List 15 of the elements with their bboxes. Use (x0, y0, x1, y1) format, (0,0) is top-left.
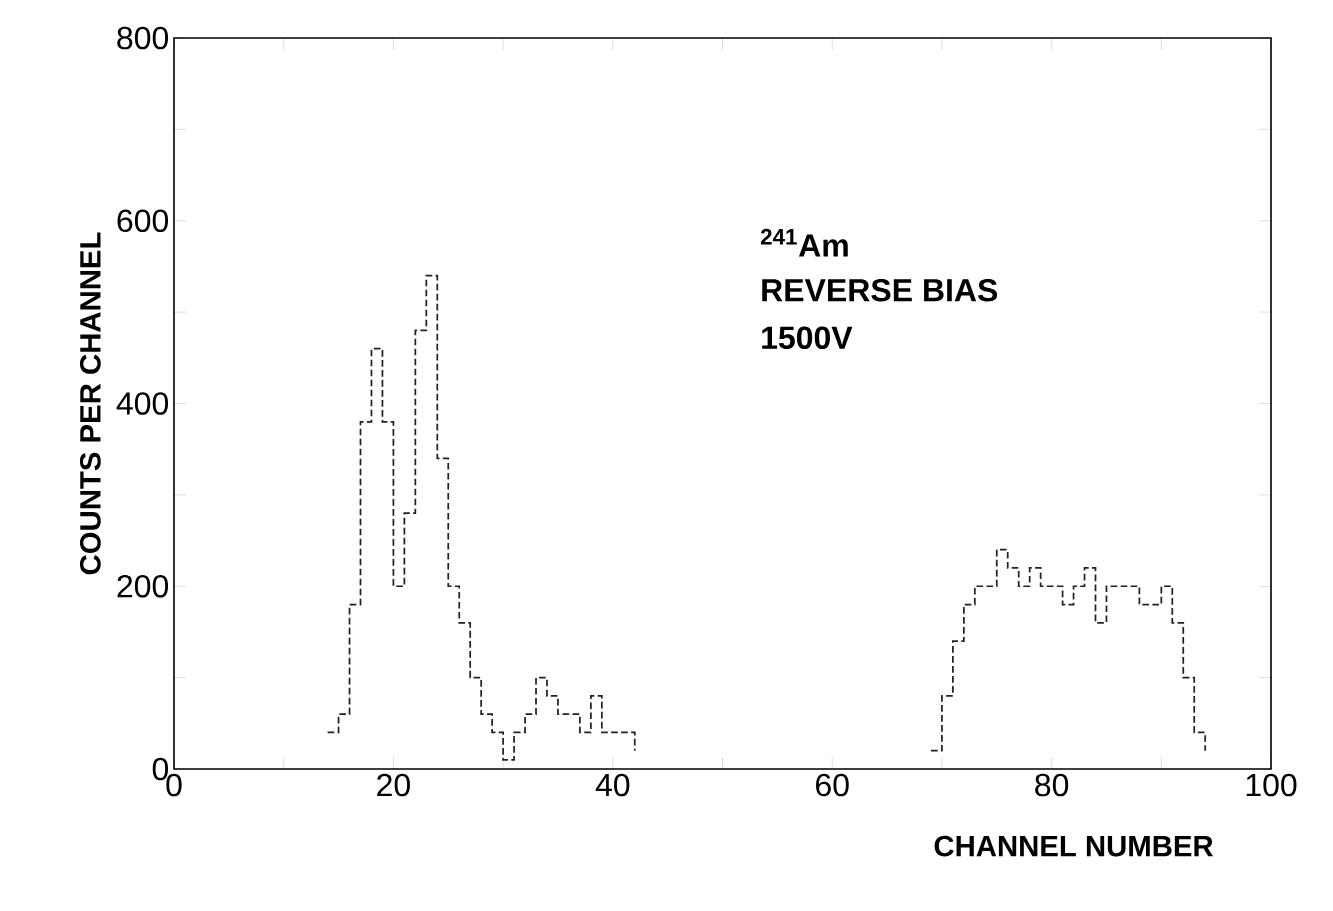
x-tick-label: 40 (595, 773, 630, 797)
annotation: 1500V (762, 326, 853, 350)
y-tick-label: 800 (117, 26, 169, 50)
x-tick-label: 60 (816, 773, 849, 797)
y-axis-title: COUNTS PER CHANNEL (79, 232, 101, 575)
y-tick-label: 400 (116, 392, 169, 415)
x-tick-label: 80 (1035, 773, 1069, 797)
x-tick-label: 100 (1246, 773, 1297, 797)
x-tick-label: 20 (377, 773, 410, 797)
y-tick-label: 200 (117, 574, 169, 598)
y-tick-label: 0 (152, 757, 169, 781)
x-axis-title: CHANNEL NUMBER (934, 835, 1214, 857)
y-tick-label: 600 (117, 209, 169, 233)
annotation: $^{241}$Am (760, 228, 848, 257)
annotation: REVERSE BIAS (762, 278, 998, 302)
